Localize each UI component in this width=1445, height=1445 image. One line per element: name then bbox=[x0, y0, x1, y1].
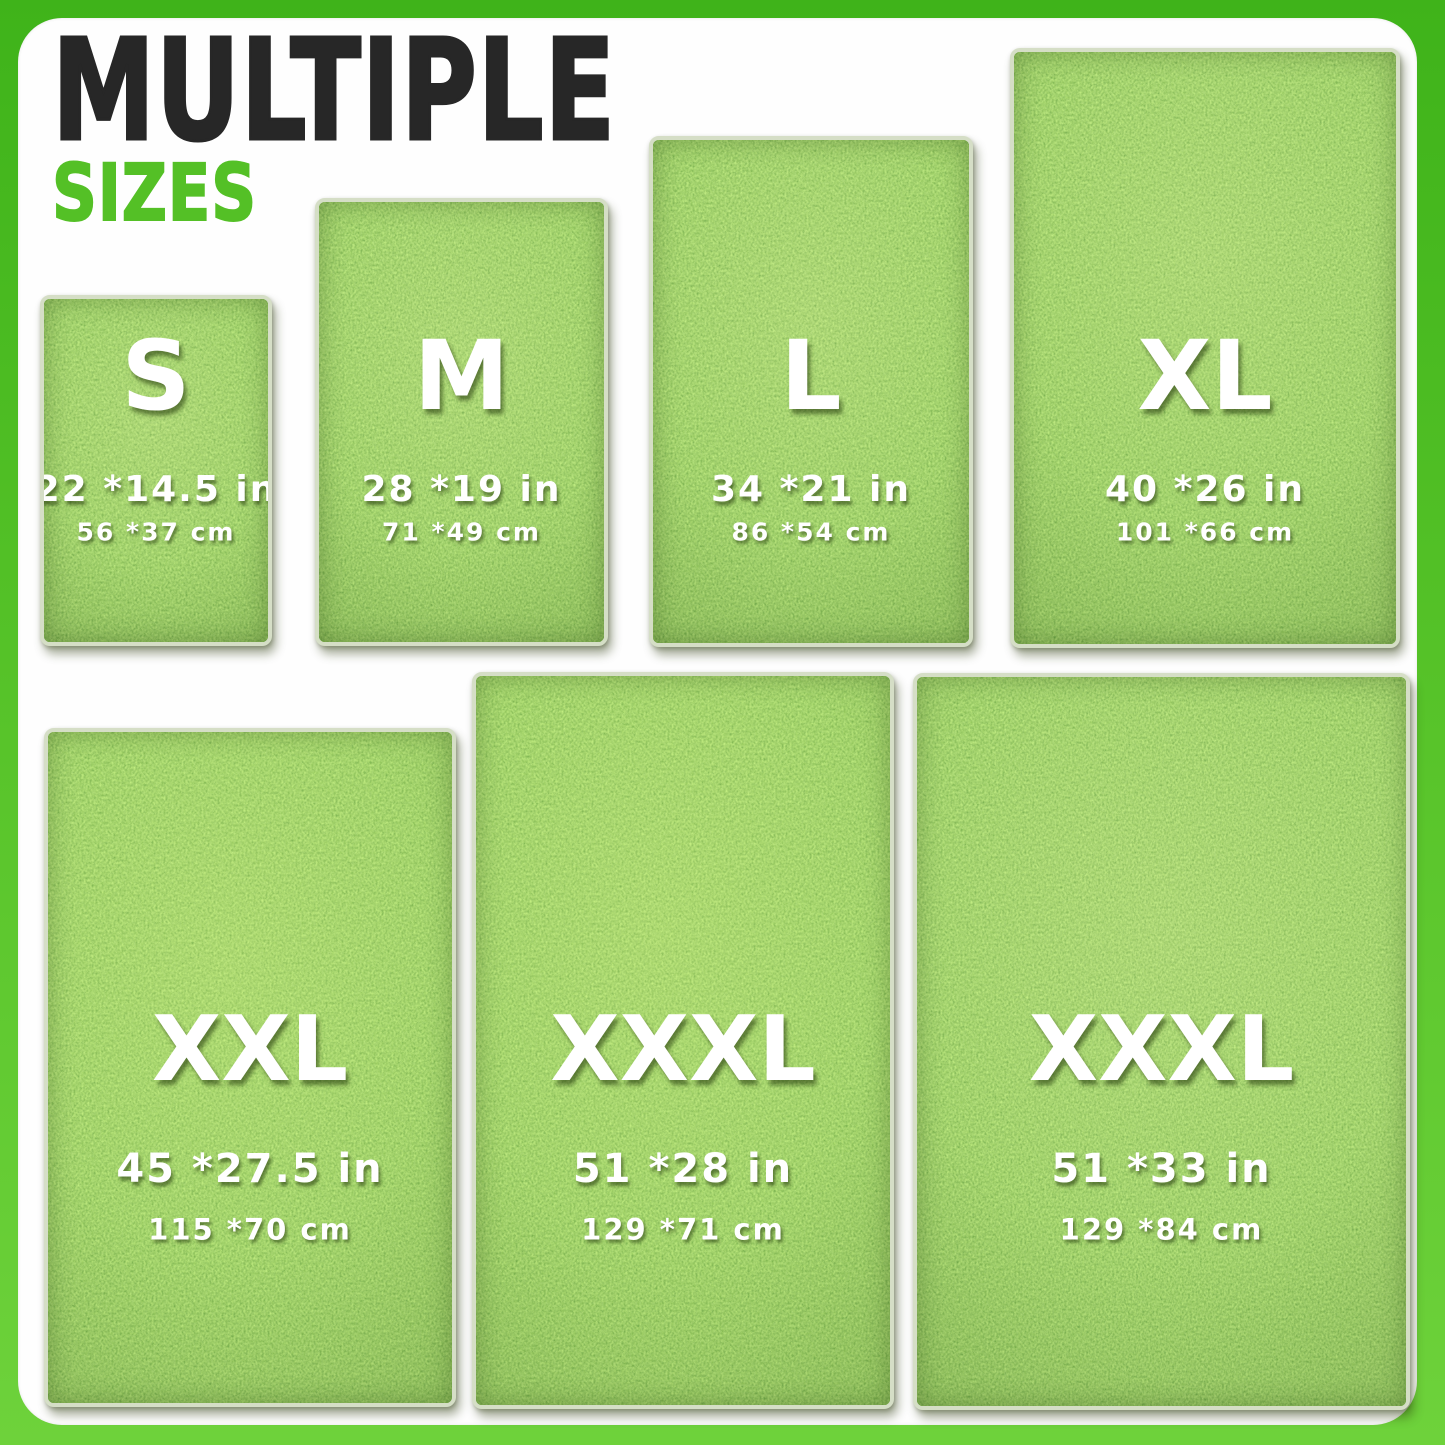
grass-mat-xxxl-1: XXXL 51 *28 in 129 *71 cm bbox=[472, 672, 894, 1409]
mat-dimensions-cm: 71 *49 cm bbox=[382, 517, 541, 547]
page-title: MULTIPLE bbox=[51, 10, 616, 173]
grass-mat-xxxl-2: XXXL 51 *33 in 129 *84 cm bbox=[913, 673, 1410, 1410]
mat-dimensions-cm: 101 *66 cm bbox=[1115, 517, 1295, 547]
mat-dimensions-inches: 28 *19 in bbox=[361, 469, 562, 510]
mat-dimensions-inches: 34 *21 in bbox=[710, 469, 912, 510]
mat-size-label: S bbox=[121, 320, 191, 432]
mat-size-label: XXL bbox=[151, 997, 349, 1102]
mat-size-label: M bbox=[413, 320, 510, 432]
mat-size-label: XXXL bbox=[1028, 997, 1295, 1102]
grass-texture bbox=[476, 676, 890, 1405]
mat-size-label: L bbox=[780, 320, 842, 432]
grass-mat-xl: XL 40 *26 in 101 *66 cm bbox=[1010, 48, 1400, 648]
mat-size-label: XXXL bbox=[550, 997, 816, 1102]
mat-dimensions-inches: 51 *28 in bbox=[572, 1146, 794, 1192]
mat-dimensions-cm: 115 *70 cm bbox=[148, 1212, 352, 1247]
mat-dimensions-inches: 45 *27.5 in bbox=[116, 1146, 384, 1192]
mat-size-label: XL bbox=[1137, 320, 1273, 432]
mat-dimensions-inches: 51 *33 in bbox=[1051, 1146, 1272, 1192]
grass-mat-l: L 34 *21 in 86 *54 cm bbox=[649, 136, 973, 647]
grass-mat-m: M 28 *19 in 71 *49 cm bbox=[315, 198, 608, 646]
grass-texture bbox=[917, 677, 1406, 1406]
mat-dimensions-inches: 22 *14.5 in bbox=[40, 469, 272, 510]
grass-texture bbox=[653, 140, 969, 643]
grass-mat-xxl: XXL 45 *27.5 in 115 *70 cm bbox=[44, 728, 456, 1407]
grass-texture bbox=[319, 202, 604, 642]
mat-dimensions-inches: 40 *26 in bbox=[1104, 469, 1306, 510]
grass-texture bbox=[48, 732, 452, 1403]
mat-dimensions-cm: 129 *71 cm bbox=[581, 1212, 785, 1247]
mat-dimensions-cm: 86 *54 cm bbox=[731, 517, 891, 547]
page-subtitle: SIZES bbox=[51, 149, 257, 239]
grass-texture bbox=[44, 299, 268, 642]
mat-dimensions-cm: 56 *37 cm bbox=[76, 517, 236, 547]
grass-mat-s: S 22 *14.5 in 56 *37 cm bbox=[40, 295, 272, 646]
mat-dimensions-cm: 129 *84 cm bbox=[1059, 1212, 1264, 1247]
grass-texture bbox=[1014, 52, 1396, 644]
